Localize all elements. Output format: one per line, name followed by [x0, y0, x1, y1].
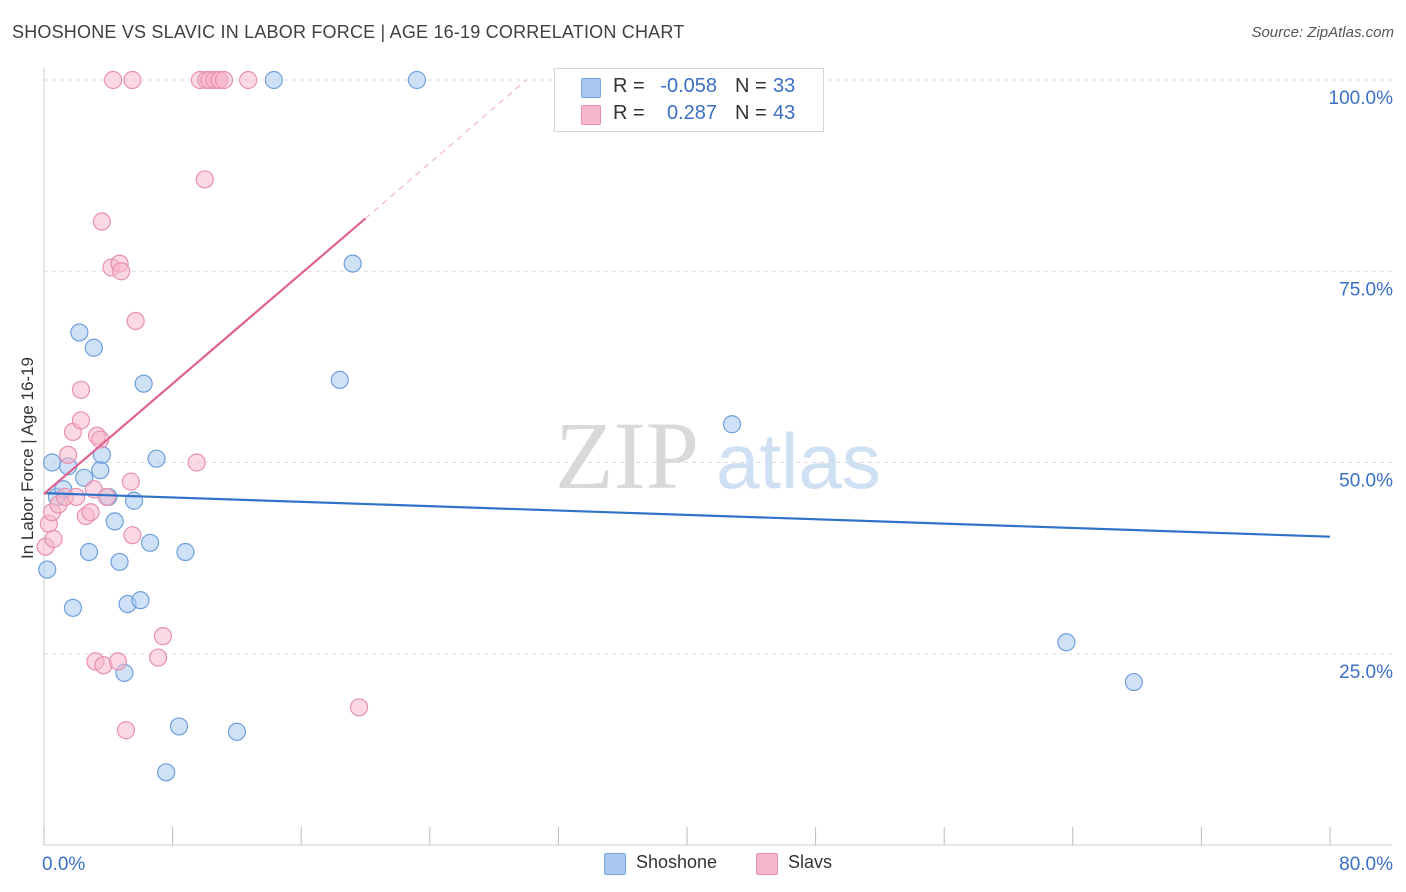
shoshone-point: [343, 254, 362, 273]
slavs-point: [149, 648, 168, 667]
watermark-zip: ZIP: [555, 402, 699, 509]
slavs-point: [97, 487, 116, 507]
shoshone-point: [131, 591, 150, 610]
r-value: 0.287: [666, 102, 717, 124]
y-tick-label: 25.0%: [1339, 662, 1393, 683]
shoshone-point: [1057, 633, 1076, 652]
slavs-trend-extension: [365, 79, 527, 219]
stats-row-shoshone: R = -0.058 N = 33: [555, 72, 823, 102]
slavs-point: [187, 453, 206, 472]
x-tick-label: 80.0%: [1339, 854, 1393, 875]
slavs-point: [81, 503, 100, 522]
shoshone-point: [176, 542, 195, 562]
slavs-point: [349, 698, 369, 717]
shoshone-point: [169, 717, 189, 736]
watermark-atlas: atlas: [716, 417, 881, 505]
legend-label: Slavs: [788, 852, 833, 872]
chart-source: Source: ZipAtlas.com: [1251, 24, 1394, 41]
n-label: N =: [735, 75, 767, 97]
slavs-point: [195, 170, 214, 189]
data-points: [36, 70, 1143, 782]
r-label: R =: [613, 102, 645, 124]
slavs-swatch: [581, 105, 601, 125]
y-tick-label: 100.0%: [1329, 88, 1394, 109]
shoshone-point: [722, 415, 742, 434]
slavs-point: [92, 212, 111, 231]
shoshone-point: [42, 453, 62, 472]
r-label: R =: [613, 75, 645, 97]
shoshone-point: [84, 338, 103, 357]
grid-lines: [44, 79, 1392, 655]
watermark: ZIP atlas: [555, 402, 881, 509]
slavs-point: [44, 529, 63, 549]
shoshone-point: [38, 560, 57, 579]
stats-row-slavs: R = 0.287 N = 43: [555, 99, 823, 129]
slavs-point: [108, 652, 128, 671]
shoshone-point: [264, 70, 283, 90]
y-tick-label: 75.0%: [1339, 279, 1393, 300]
shoshone-point: [147, 449, 166, 468]
shoshone-point: [105, 512, 124, 531]
shoshone-point: [330, 370, 349, 389]
slavs-point: [153, 627, 173, 646]
slavs-point: [71, 411, 91, 430]
slavs-point: [123, 70, 142, 90]
shoshone-point: [110, 552, 129, 572]
shoshone-point: [157, 763, 176, 782]
shoshone-point: [124, 491, 144, 510]
stats-legend: R = -0.058 N = 33 R = 0.287 N = 43: [554, 68, 824, 132]
shoshone-point: [79, 542, 99, 562]
y-axis-label: In Labor Force | Age 16-19: [18, 357, 37, 559]
slavs-point: [239, 70, 258, 90]
slavs-point: [67, 487, 86, 507]
slavs-point: [104, 70, 123, 90]
shoshone-point: [91, 461, 110, 480]
shoshone-swatch: [581, 78, 601, 98]
y-tick-label: 50.0%: [1339, 471, 1393, 492]
slavs-trend-line: [43, 217, 367, 495]
slavs-point: [59, 445, 78, 464]
slavs-point: [214, 70, 234, 90]
shoshone-point: [1124, 672, 1143, 692]
slavs-point: [116, 721, 136, 740]
shoshone-point: [70, 323, 89, 342]
n-value: 43: [773, 102, 796, 124]
tick-labels: 25.0% 50.0% 75.0% 100.0% 0.0% 80.0%: [42, 88, 1393, 875]
r-value: -0.058: [660, 75, 717, 97]
slavs-point: [112, 262, 131, 281]
slavs-legend-swatch: [756, 853, 778, 875]
x-tick-label: 0.0%: [42, 854, 85, 875]
legend-label: Shoshone: [636, 852, 718, 872]
slavs-point: [121, 472, 140, 491]
shoshone-point: [134, 374, 153, 393]
slavs-point: [71, 380, 91, 399]
shoshone-trend-line: [43, 492, 1331, 538]
shoshone-legend-swatch: [604, 853, 626, 875]
n-label: N =: [735, 102, 767, 124]
n-value: 33: [773, 75, 796, 97]
shoshone-point: [227, 722, 246, 741]
shoshone-point: [140, 533, 160, 552]
axes: [43, 68, 1392, 846]
shoshone-point: [63, 598, 83, 617]
slavs-point: [123, 526, 142, 545]
shoshone-point: [407, 70, 427, 90]
slavs-point: [126, 311, 145, 331]
chart-title: SHOSHONE VS SLAVIC IN LABOR FORCE | AGE …: [12, 22, 685, 42]
trend-lines: [43, 79, 1331, 538]
